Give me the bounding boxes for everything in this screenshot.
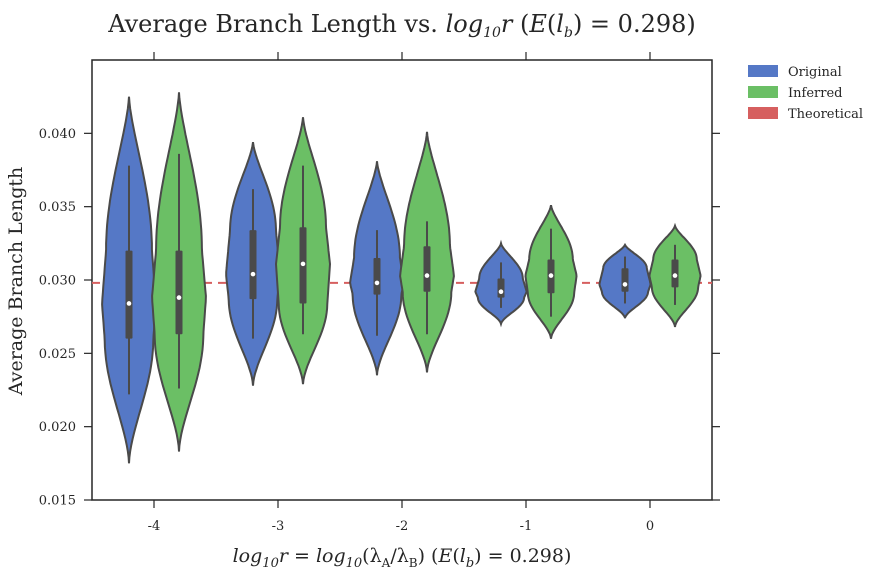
violin-median-dot [548,273,554,278]
violin-median-dot [622,282,628,287]
y-tick-label: 0.020 [39,420,76,435]
y-tick-label: 0.035 [39,200,76,215]
x-tick-label: -3 [272,519,285,534]
violin-median-dot [300,261,306,267]
legend-label: Theoretical [788,107,863,122]
x-tick-label: -1 [520,519,533,534]
x-tick-label: -2 [396,519,409,534]
violin-iqr-box [621,268,629,292]
violin-iqr-box [423,246,431,292]
y-tick-label: 0.025 [39,347,76,362]
y-tick-label: 0.015 [39,494,76,509]
violin-iqr-box [249,230,257,300]
violin-median-dot [126,301,132,306]
y-axis-label: Average Branch Length [5,167,27,396]
violin-median-dot [498,289,504,295]
x-axis-label: log10r = log10(λA/λB) (E(lb) = 0.298) [233,545,572,571]
chart-title: Average Branch Length vs. log10r (E(lb) … [107,10,696,41]
y-tick-label: 0.040 [39,127,76,142]
violin-iqr-box [373,258,381,295]
legend-swatch [748,86,778,98]
violin-median-dot [424,273,430,278]
violin-iqr-box [125,250,133,339]
legend-swatch [748,65,778,77]
x-tick-label: 0 [646,519,654,534]
legend-swatch [748,107,778,119]
violin-median-dot [374,280,380,286]
violin-iqr-box [175,250,183,335]
violin-median-dot [176,295,182,300]
legend-label: Original [788,65,842,80]
legend-label: Inferred [788,86,842,101]
violin-median-dot [672,273,678,278]
violin-median-dot [250,271,256,277]
x-tick-label: -4 [148,519,161,534]
y-tick-label: 0.030 [39,274,76,289]
violin-iqr-box [497,278,505,298]
